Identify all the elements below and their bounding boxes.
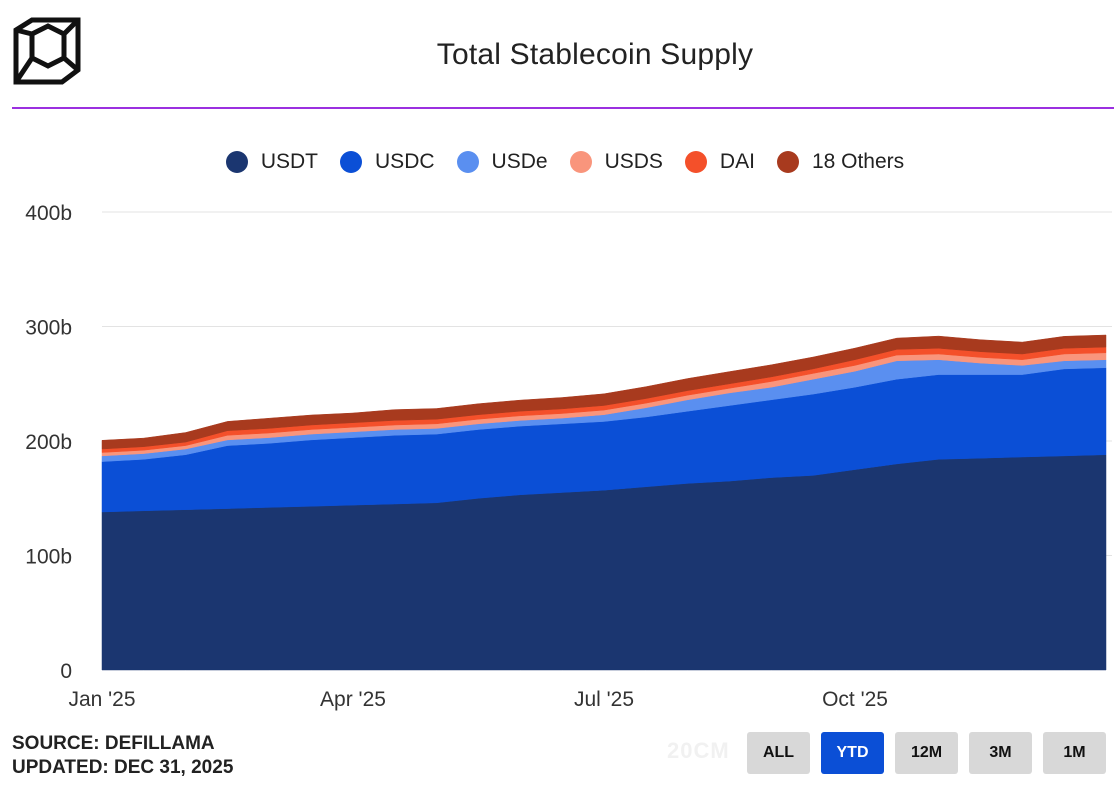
- stacked-area-chart: 0 100b 200b 300b 400b Jan '25 Apr '25 Jul '25 Oc…: [25, 202, 1112, 711]
- watermark: 20CM: [667, 738, 730, 763]
- legend-item-dai[interactable]: DAI: [684, 150, 755, 174]
- legend-swatch: [684, 151, 707, 173]
- range-button-12m[interactable]: 12M: [895, 732, 958, 774]
- y-tick-label: 200b: [25, 431, 72, 454]
- legend-label: DAI: [719, 150, 755, 173]
- updated-label: UPDATED: DEC 31, 2025: [12, 757, 234, 778]
- y-tick-label: 100b: [25, 546, 72, 569]
- y-tick-label: 0: [60, 660, 72, 683]
- legend-item-18-others[interactable]: 18 Others: [776, 150, 905, 174]
- area-series-18-others[interactable]: [101, 334, 1107, 450]
- legend-label: 18 Others: [811, 150, 905, 173]
- legend-label: USDT: [260, 150, 319, 173]
- x-tick-label: Oct '25: [822, 688, 888, 711]
- legend-swatch: [340, 151, 363, 173]
- x-tick-label: Jan '25: [68, 688, 135, 711]
- chart-title: Total Stablecoin Supply: [436, 38, 754, 71]
- range-button-1m[interactable]: 1M: [1043, 732, 1106, 774]
- legend-swatch: [225, 151, 248, 173]
- source-label: SOURCE: DEFILLAMA: [12, 733, 215, 754]
- logo-icon: [13, 17, 81, 85]
- y-tick-label: 300b: [25, 317, 72, 340]
- legend-item-usde[interactable]: USDe: [456, 150, 548, 174]
- range-button-3m[interactable]: 3M: [969, 732, 1032, 774]
- legend-swatch: [569, 151, 592, 173]
- title-divider: [12, 107, 1114, 109]
- legend-item-usds[interactable]: USDS: [569, 150, 663, 174]
- y-tick-label: 400b: [25, 202, 72, 225]
- legend-item-usdt[interactable]: USDT: [225, 150, 319, 174]
- range-selector: ALL YTD 12M 3M 1M: [747, 732, 1117, 774]
- legend-label: USDC: [375, 150, 435, 173]
- x-tick-label: Jul '25: [574, 688, 634, 711]
- legend-swatch: [776, 151, 799, 173]
- footer-source: SOURCE: DEFILLAMA UPDATED: DEC 31, 2025: [12, 732, 233, 780]
- legend-label: USDe: [491, 150, 548, 173]
- x-tick-label: Apr '25: [320, 688, 386, 711]
- legend-swatch: [456, 151, 479, 173]
- range-button-ytd[interactable]: YTD: [821, 732, 884, 774]
- range-button-all[interactable]: ALL: [747, 732, 810, 774]
- chart-legend: USDT USDC USDe USDS DAI 18 Others: [0, 150, 1118, 174]
- legend-item-usdc[interactable]: USDC: [340, 150, 435, 174]
- legend-label: USDS: [604, 150, 663, 173]
